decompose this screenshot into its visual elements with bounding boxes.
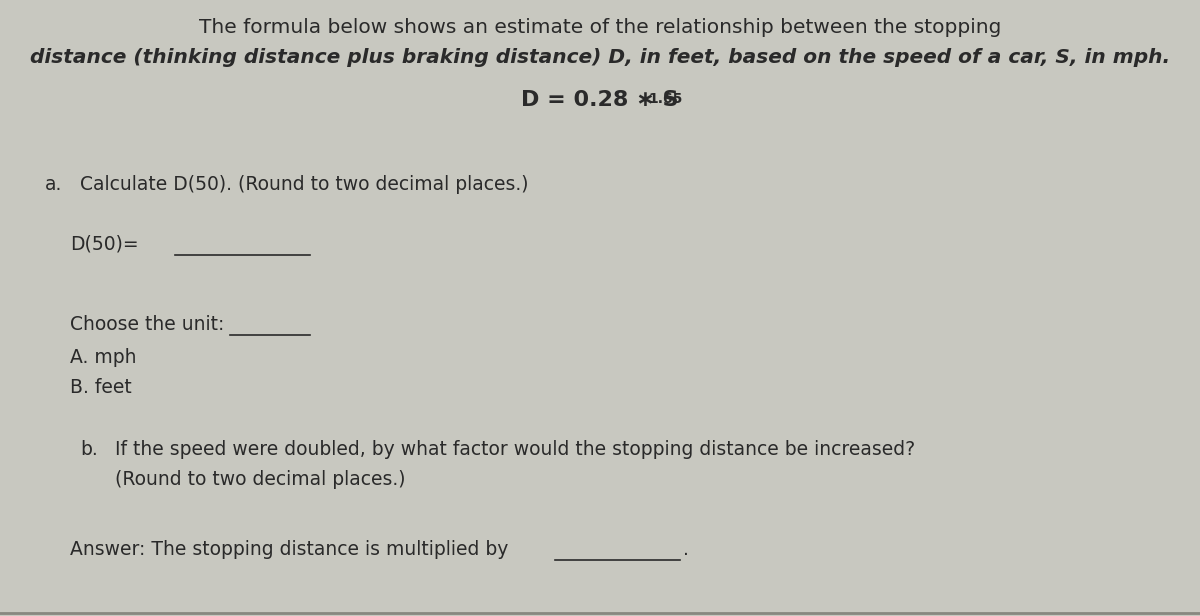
- Text: 1.65: 1.65: [648, 92, 683, 106]
- Text: Choose the unit:: Choose the unit:: [70, 315, 224, 334]
- Text: .: .: [683, 540, 689, 559]
- Text: D(50)=: D(50)=: [70, 235, 139, 254]
- Text: b.: b.: [80, 440, 97, 459]
- Text: The formula below shows an estimate of the relationship between the stopping: The formula below shows an estimate of t…: [199, 18, 1001, 37]
- Text: a.: a.: [46, 175, 62, 194]
- Text: D = 0.28 ∗ S: D = 0.28 ∗ S: [521, 90, 679, 110]
- Text: Calculate D(50). (Round to two decimal places.): Calculate D(50). (Round to two decimal p…: [80, 175, 528, 194]
- Text: Answer: The stopping distance is multiplied by: Answer: The stopping distance is multipl…: [70, 540, 509, 559]
- Text: A. mph: A. mph: [70, 348, 137, 367]
- Text: B. feet: B. feet: [70, 378, 132, 397]
- Text: (Round to two decimal places.): (Round to two decimal places.): [115, 470, 406, 489]
- Text: If the speed were doubled, by what factor would the stopping distance be increas: If the speed were doubled, by what facto…: [115, 440, 916, 459]
- Text: distance (thinking distance plus braking distance) D, in feet, based on the spee: distance (thinking distance plus braking…: [30, 48, 1170, 67]
